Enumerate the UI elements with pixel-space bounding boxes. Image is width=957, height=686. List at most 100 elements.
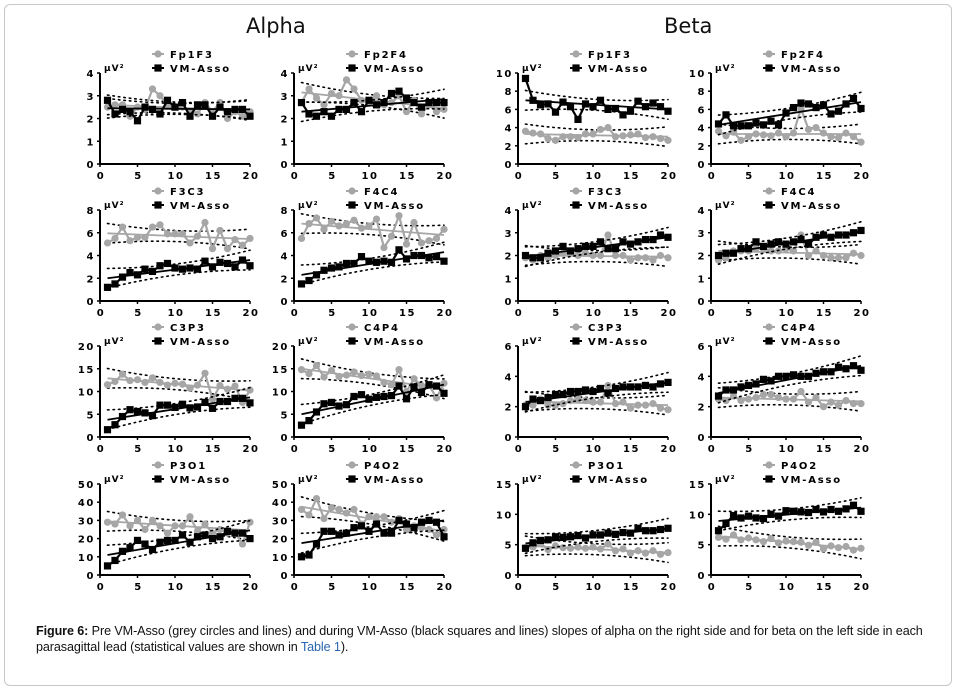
pre-data-point [819, 403, 828, 411]
x-tick-label: 10 [585, 171, 602, 182]
x-tick-label: 0 [291, 308, 300, 319]
x-tick-label: 0 [708, 582, 717, 593]
pre-data-point [619, 398, 627, 406]
table-1-link[interactable]: Table 1 [300, 640, 341, 654]
pre-data-point [596, 251, 605, 260]
pre-data-point [664, 254, 672, 262]
during-data-point [664, 378, 672, 386]
during-data-point [656, 380, 665, 388]
legend-pre-marker [572, 461, 580, 469]
caption-label: Figure 6: [36, 624, 89, 638]
pre-data-point [611, 251, 620, 260]
during-data-point [297, 553, 306, 561]
pre-data-point [529, 401, 537, 409]
during-data-point [611, 384, 620, 393]
during-data-point [566, 247, 575, 255]
pre-data-point [133, 233, 142, 241]
y-tick-label: 6 [697, 342, 706, 353]
legend-during-marker [765, 337, 773, 345]
pre-data-point [156, 92, 164, 100]
pre-data-point [789, 129, 798, 137]
panel-beta-c3p3: 0 2 4 6 0 5 10 15 20 µV² C3P3 VM-Asso [504, 323, 676, 455]
y-tick-label: 10 [78, 388, 95, 399]
pre-data-point [238, 241, 247, 249]
during-data-point [581, 100, 590, 108]
during-data-point [335, 402, 343, 410]
legend-pre-marker [154, 187, 162, 195]
during-data-point [596, 96, 605, 104]
during-data-point [118, 412, 127, 421]
x-tick-label: 15 [399, 444, 416, 455]
pre-data-point [335, 222, 343, 230]
during-data-point [664, 233, 672, 241]
pre-data-point [342, 220, 351, 228]
y-axis-unit-label: µV² [298, 64, 319, 74]
during-data-point [395, 516, 403, 524]
pre-data-point [312, 361, 321, 370]
pre-data-point [641, 549, 650, 557]
pre-data-point [246, 234, 254, 243]
pre-data-point [335, 92, 343, 100]
legend-pre-marker [765, 461, 773, 469]
pre-data-point [664, 136, 672, 144]
pre-data-point [626, 404, 635, 412]
during-data-point [759, 375, 768, 383]
during-data-point [849, 94, 858, 103]
pre-data-point [767, 390, 775, 399]
during-data-point [350, 259, 358, 268]
y-tick-label: 0 [697, 297, 706, 308]
y-axis-unit-label: µV² [298, 337, 319, 347]
legend-pre-label: F3C3 [170, 187, 205, 198]
y-axis-unit-label: µV² [104, 475, 125, 485]
y-tick-label: 10 [272, 553, 289, 564]
pre-data-point [626, 549, 635, 557]
legend-during-label: VM-Asso [170, 201, 231, 212]
pre-data-point [141, 525, 149, 534]
x-tick-label: 5 [552, 308, 561, 319]
pre-data-point [432, 531, 441, 539]
confidence-band [717, 91, 862, 116]
during-data-point [714, 392, 723, 400]
pre-data-point [804, 125, 813, 134]
legend-pre-marker [348, 461, 356, 469]
during-data-point [789, 238, 798, 246]
pre-data-point [551, 136, 560, 144]
legend-pre-marker [154, 50, 162, 58]
panel-alpha-fp1f3: 0 1 2 3 4 0 5 10 15 20 µV² Fp1F3 VM-Asso [86, 50, 259, 182]
pre-data-point [350, 85, 358, 93]
during-data-point [163, 401, 172, 409]
during-data-point [596, 531, 605, 539]
confidence-band [106, 269, 251, 289]
during-data-point [432, 518, 441, 526]
legend-pre-marker [572, 50, 580, 58]
pre-data-point [312, 214, 321, 222]
y-tick-label: 8 [86, 206, 95, 217]
during-data-point [103, 96, 112, 104]
during-data-point [611, 530, 620, 538]
confidence-band [106, 113, 251, 121]
during-data-point [103, 562, 112, 570]
during-data-point [312, 271, 321, 279]
pre-data-point [744, 395, 753, 403]
pre-data-point [812, 124, 820, 132]
during-data-point [141, 103, 149, 111]
y-tick-label: 0 [697, 160, 706, 171]
x-tick-label: 5 [328, 582, 337, 593]
during-data-point [380, 392, 388, 401]
confidence-band [524, 407, 669, 416]
x-tick-label: 20 [242, 171, 259, 182]
during-data-point [327, 398, 336, 407]
x-tick-label: 0 [291, 444, 300, 455]
pre-data-point [596, 398, 605, 406]
during-data-point [842, 365, 850, 373]
y-axis-unit-label: µV² [715, 64, 736, 74]
legend-during-label: VM-Asso [781, 64, 842, 75]
x-tick-label: 20 [660, 171, 677, 182]
x-tick-label: 15 [623, 582, 640, 593]
y-tick-label: 2 [280, 115, 289, 126]
legend-during-marker [765, 475, 773, 483]
during-data-point [297, 421, 306, 429]
during-data-point [350, 392, 358, 401]
pre-data-point [767, 132, 775, 140]
